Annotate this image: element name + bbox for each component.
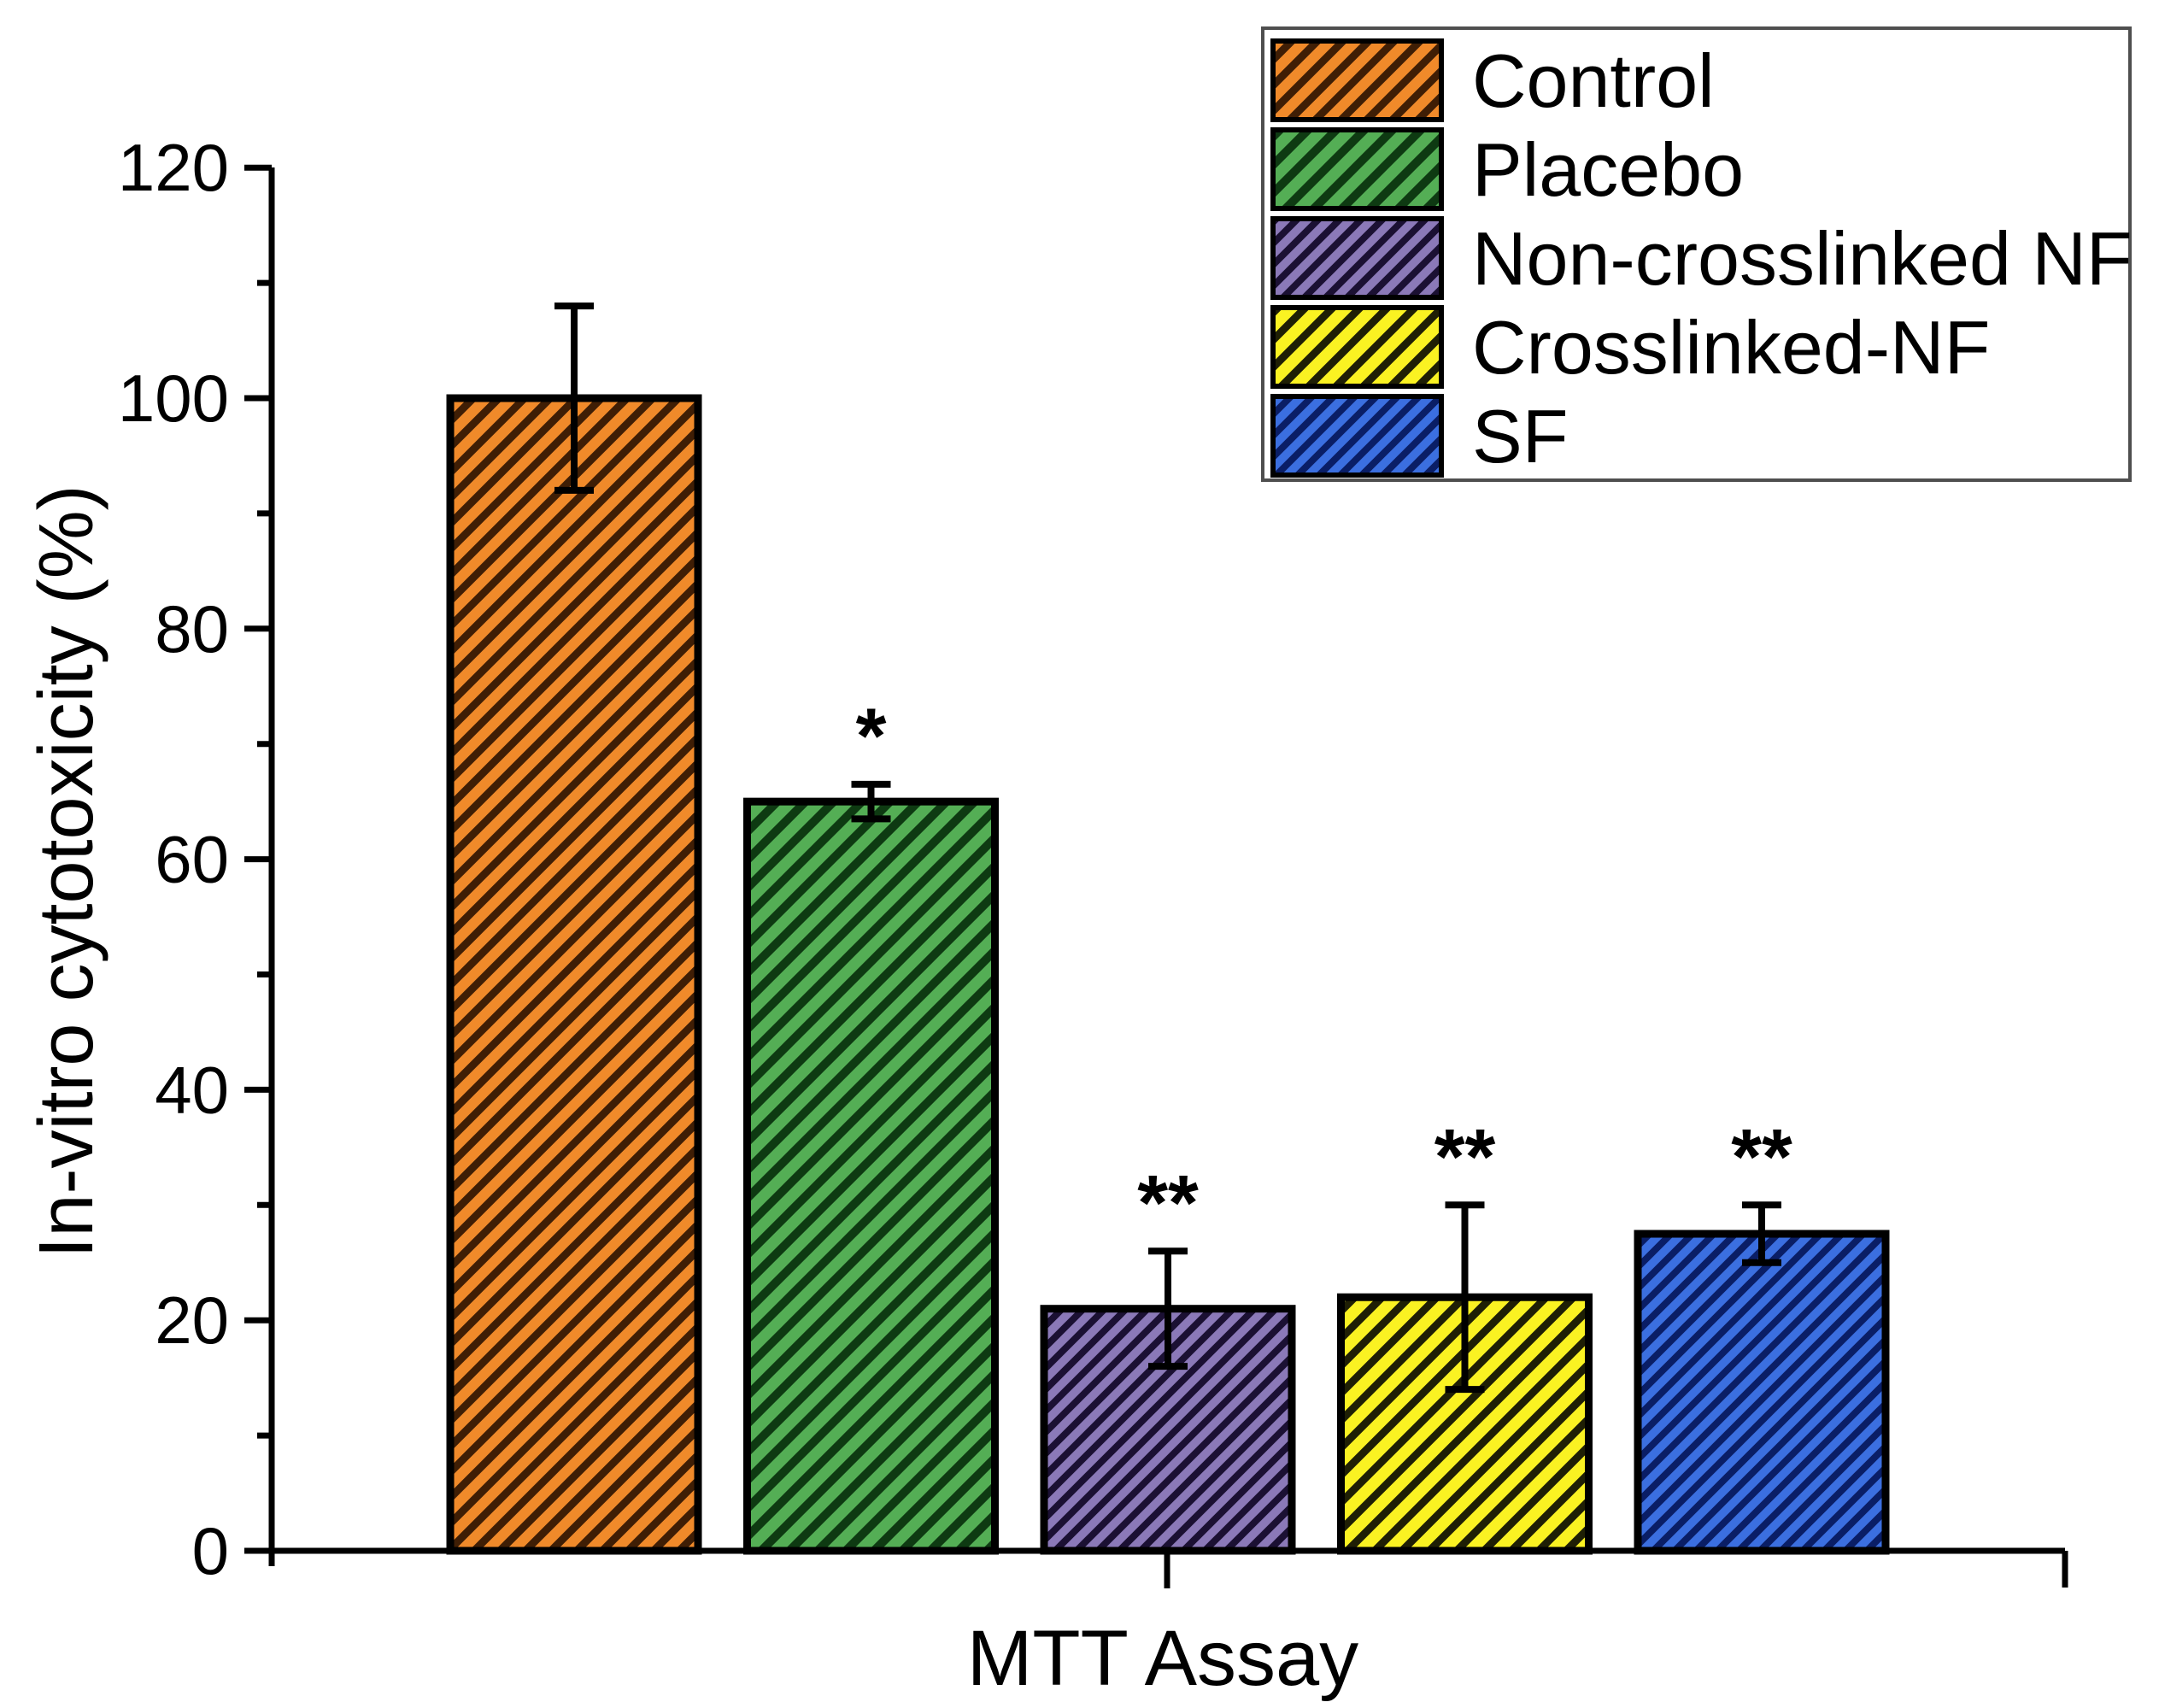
y-tick-label-20: 20 [155,1282,229,1358]
error-bar-placebo [851,780,891,823]
significance-marker-sf: ** [1731,1113,1792,1200]
bar-control [446,394,702,1555]
y-tick-label-0: 0 [192,1513,229,1588]
significance-marker-crosslinked-nf: ** [1434,1113,1496,1200]
legend-swatch-non-crosslinked-nf [1270,216,1444,300]
error-bar-non-crosslinked-nf [1148,1247,1188,1371]
legend-swatch-control [1270,38,1444,122]
bars-layer: ***** ** [446,302,1890,1555]
y-tick-label-80: 80 [155,591,229,666]
significance-marker-placebo: * [856,693,887,780]
legend-label-control: Control [1472,38,1715,123]
y-tick-label-100: 100 [118,361,229,436]
error-bar-crosslinked-nf [1445,1201,1485,1394]
legend-label-crosslinked-nf: Crosslinked-NF [1472,305,1990,390]
y-tick-label-120: 120 [118,130,229,205]
legend-swatch-placebo [1270,127,1444,211]
y-tick-label-40: 40 [155,1052,229,1127]
x-axis-title: MTT Assay [967,1615,1358,1702]
y-axis-title: In-vitro cytotoxicity (%) [24,484,109,1258]
ticks-layer: 0 20 40 60 80 100 120 [118,130,1170,1588]
error-bar-control [554,302,594,494]
error-bar-sf [1742,1201,1781,1266]
legend-label-non-crosslinked-nf: Non-crosslinked NF [1472,216,2133,301]
legend-swatch-sf [1270,394,1444,478]
legend-swatch-crosslinked-nf [1270,305,1444,389]
legend-label-placebo: Placebo [1472,127,1744,212]
bar-sf [1634,1230,1890,1555]
significance-marker-non-crosslinked-nf: ** [1137,1159,1199,1247]
legend-label-sf: SF [1472,394,1568,478]
y-tick-label-60: 60 [155,822,229,897]
bar-placebo [743,797,999,1555]
